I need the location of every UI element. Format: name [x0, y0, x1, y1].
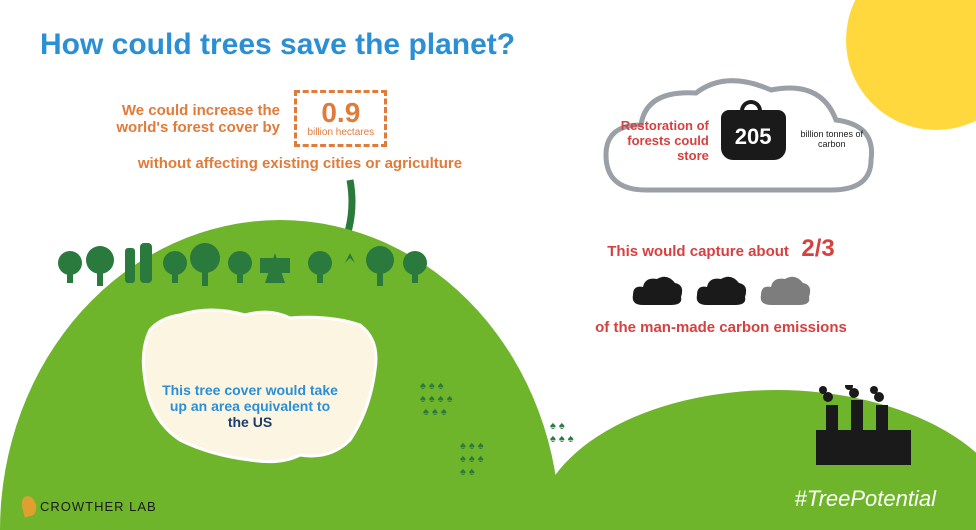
forest-cover-fact: We could increase the world's forest cov…: [80, 90, 480, 172]
factory-icon: [806, 385, 916, 465]
mini-clouds: [566, 273, 876, 309]
hectares-value: 0.9: [307, 99, 374, 127]
hectares-unit: billion hectares: [307, 127, 374, 138]
usa-em: the US: [228, 414, 272, 430]
mini-trees-icon: ♠ ♠ ♠♠ ♠ ♠ ♠ ♠ ♠ ♠: [420, 380, 453, 420]
mini-trees-icon: ♠ ♠ ♠♠ ♠ ♠♠ ♠: [460, 440, 484, 480]
capture-line2: of the man-made carbon emissions: [566, 319, 876, 336]
weight-unit: billion tonnes of carbon: [797, 130, 866, 150]
carbon-storage-cloud: Restoration of forests could store 205 b…: [586, 75, 886, 215]
tree-line-icon: [50, 238, 450, 288]
usa-line1: This tree cover would take up an area eq…: [162, 382, 338, 414]
flame-icon: [20, 495, 39, 518]
capture-fact: This would capture about 2/3 of the man-…: [566, 235, 876, 336]
cloud-icon: [629, 273, 685, 309]
weight-value: 205: [719, 124, 788, 150]
mini-trees-icon: ♠ ♠♠ ♠ ♠: [550, 420, 574, 446]
cloud-icon: [757, 273, 813, 309]
hashtag: #TreePotential: [795, 486, 936, 512]
crowther-lab-logo: CROWTHER LAB: [22, 496, 157, 516]
fact1-line1: We could increase the world's forest cov…: [80, 102, 280, 136]
capture-fraction: 2/3: [801, 235, 834, 262]
usa-fact: This tree cover would take up an area eq…: [160, 382, 340, 430]
weight-icon: 205: [719, 110, 788, 170]
hectares-box: 0.9 billion hectares: [294, 90, 387, 147]
cloud-text: Restoration of forests could store: [606, 118, 709, 163]
fact1-line2: without affecting existing cities or agr…: [120, 155, 480, 172]
capture-line1: This would capture about: [607, 243, 789, 260]
cloud-icon: [693, 273, 749, 309]
logo-text: CROWTHER LAB: [40, 499, 157, 514]
page-title: How could trees save the planet?: [40, 28, 515, 62]
